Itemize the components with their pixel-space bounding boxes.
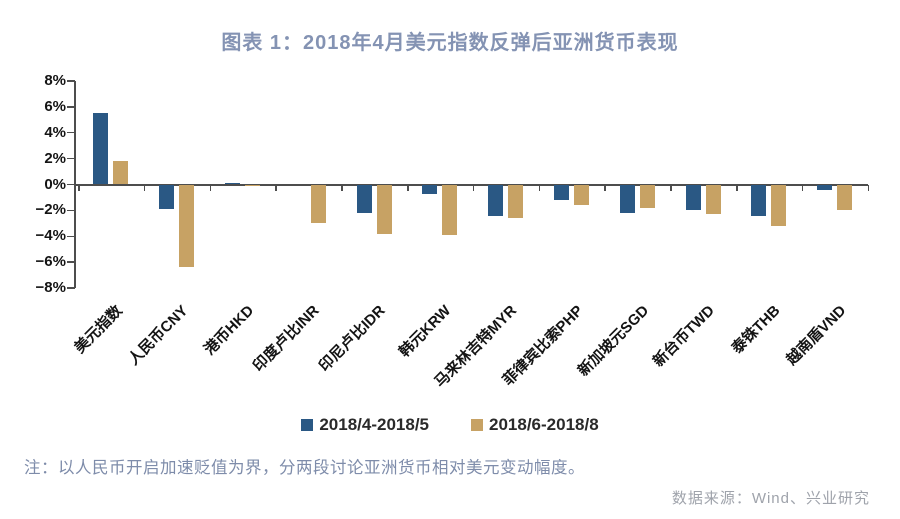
y-axis-tick <box>67 183 75 186</box>
x-axis-tick <box>604 185 606 191</box>
bar <box>376 184 392 234</box>
y-axis-tick <box>67 80 75 82</box>
y-axis-label: −2% <box>35 201 66 219</box>
y-axis-label: −4% <box>35 227 66 245</box>
y-axis-tick <box>67 106 75 108</box>
x-axis-label-text: 港币HKD <box>201 302 258 359</box>
x-axis-label-text: 韩元KRW <box>396 302 455 361</box>
y-axis-label: 0% <box>44 175 66 193</box>
y-axis-label: 2% <box>44 149 66 167</box>
y-axis-label: 8% <box>44 71 66 89</box>
legend-swatch <box>471 419 483 431</box>
x-axis-tick <box>407 185 409 191</box>
bar <box>554 184 569 201</box>
bar <box>751 184 767 216</box>
legend-label: 2018/6-2018/8 <box>489 415 599 434</box>
bar <box>310 184 326 224</box>
bar <box>356 184 372 213</box>
y-axis-tick <box>67 209 75 212</box>
bar <box>179 184 195 268</box>
x-axis-tick <box>801 185 804 191</box>
bar <box>225 183 240 185</box>
x-axis-label-text: 新台币TWD <box>649 302 718 371</box>
x-axis-label-text: 美元指数 <box>71 302 126 357</box>
y-axis-tick <box>67 157 75 160</box>
bar <box>442 184 458 235</box>
y-axis-label: −8% <box>35 279 66 297</box>
x-axis-tick <box>472 185 475 191</box>
y-axis-tick <box>67 235 75 237</box>
bar <box>508 184 524 219</box>
footnote: 注：以人民币开启加速贬值为界，分两段讨论亚洲货币相对美元变动幅度。 <box>24 459 585 477</box>
legend-swatch <box>301 419 314 431</box>
bar <box>488 184 504 216</box>
bar <box>771 184 787 226</box>
y-axis-tick <box>67 261 75 263</box>
x-axis-tick <box>275 185 277 191</box>
legend-item: 2018/6-2018/8 <box>471 415 599 435</box>
x-axis-label-text: 越南盾VND <box>783 302 850 369</box>
bar <box>837 184 853 211</box>
data-source: 数据来源：Wind、兴业研究 <box>671 490 870 507</box>
x-axis-tick <box>78 185 80 191</box>
bar <box>422 184 438 194</box>
y-axis-tick <box>67 131 75 134</box>
bar <box>245 184 260 186</box>
x-axis-tick <box>143 185 146 191</box>
bar <box>817 184 833 190</box>
bar <box>685 184 701 211</box>
legend-item: 2018/4-2018/5 <box>301 415 429 435</box>
x-axis-tick <box>736 185 738 191</box>
x-axis-tick <box>867 185 870 191</box>
bar <box>574 184 589 206</box>
x-axis-label-text: 泰铢THB <box>728 302 784 358</box>
x-axis-label-text: 印度卢比INR <box>250 302 324 375</box>
y-axis-label: 6% <box>44 97 66 115</box>
chart-legend: 2018/4-2018/5 2018/6-2018/8 <box>0 415 900 435</box>
chart-title: 图表 1：2018年4月美元指数反弹后亚洲货币表现 <box>221 32 679 54</box>
bar <box>639 184 655 208</box>
bar <box>113 161 129 185</box>
x-axis-tick <box>670 185 672 191</box>
bar <box>619 184 635 213</box>
y-axis-tick <box>67 287 75 289</box>
x-axis-tick <box>538 185 541 191</box>
y-axis-label: 4% <box>44 123 66 141</box>
x-axis-tick <box>341 185 343 191</box>
legend-label: 2018/4-2018/5 <box>319 415 429 434</box>
y-axis-label: −6% <box>35 253 66 271</box>
bar <box>159 184 175 210</box>
x-axis-line <box>74 183 868 186</box>
x-axis-label-text: 印尼卢比IDR <box>316 302 389 375</box>
x-axis-label-text: 人民币CNY <box>125 302 192 369</box>
bar <box>705 184 721 215</box>
x-axis-tick <box>209 185 212 191</box>
bar <box>93 113 109 185</box>
